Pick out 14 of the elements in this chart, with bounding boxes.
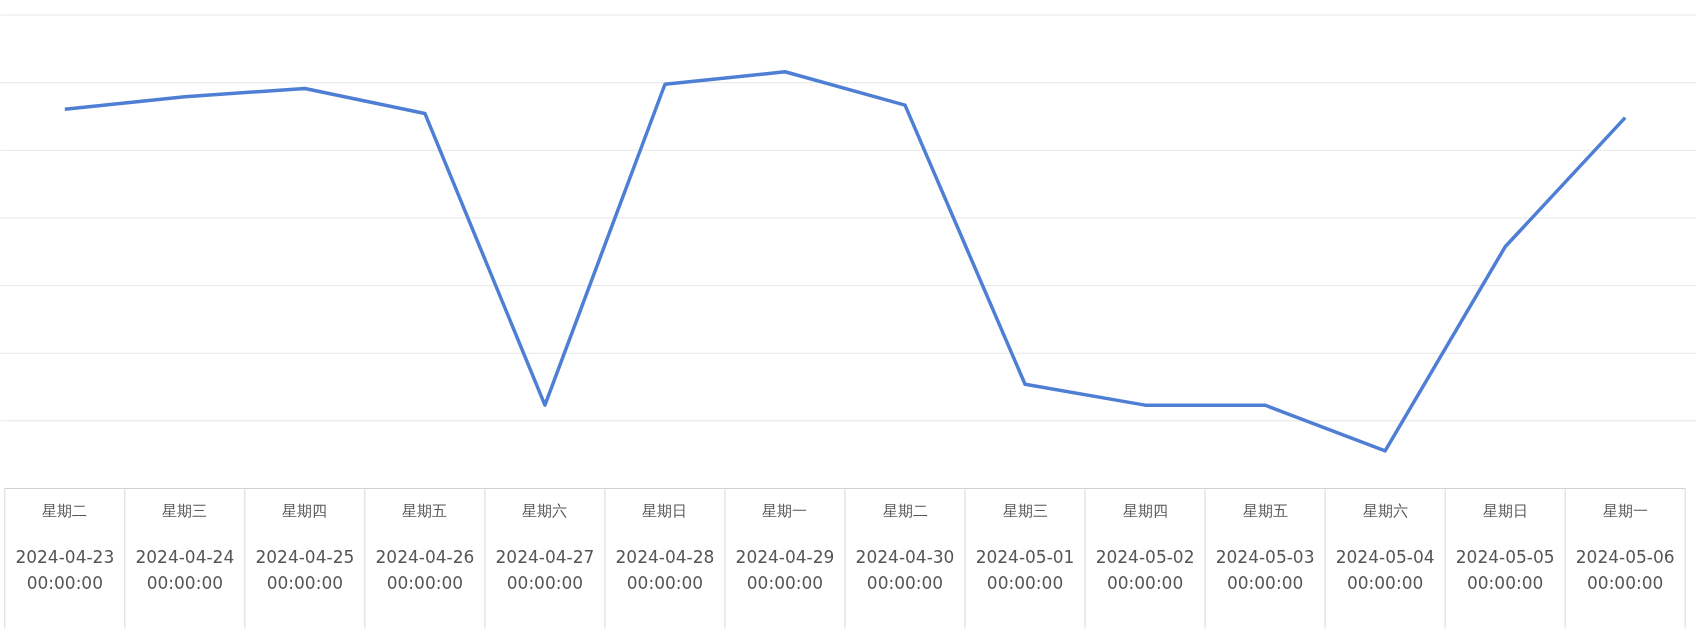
category-label: 星期六 2024-04-27 00:00:00 — [495, 502, 595, 593]
category-label: 星期五 2024-05-03 00:00:00 — [1215, 502, 1315, 593]
category-label: 星期一 2024-04-29 00:00:00 — [735, 502, 835, 593]
category-label: 星期二 2024-04-23 00:00:00 — [15, 502, 115, 593]
category-label: 星期二 2024-04-30 00:00:00 — [855, 502, 955, 593]
category-label: 星期五 2024-04-26 00:00:00 — [375, 502, 475, 593]
category-label: 星期一 2024-05-06 00:00:00 — [1575, 502, 1675, 593]
category-label: 星期三 2024-04-24 00:00:00 — [135, 502, 235, 593]
category-label: 星期三 2024-05-01 00:00:00 — [975, 502, 1075, 593]
category-label: 星期四 2024-05-02 00:00:00 — [1095, 502, 1195, 593]
category-label: 星期日 2024-04-28 00:00:00 — [615, 502, 715, 593]
category-label: 星期四 2024-04-25 00:00:00 — [255, 502, 355, 593]
category-label: 星期六 2024-05-04 00:00:00 — [1335, 502, 1435, 593]
category-label: 星期日 2024-05-05 00:00:00 — [1455, 502, 1555, 593]
